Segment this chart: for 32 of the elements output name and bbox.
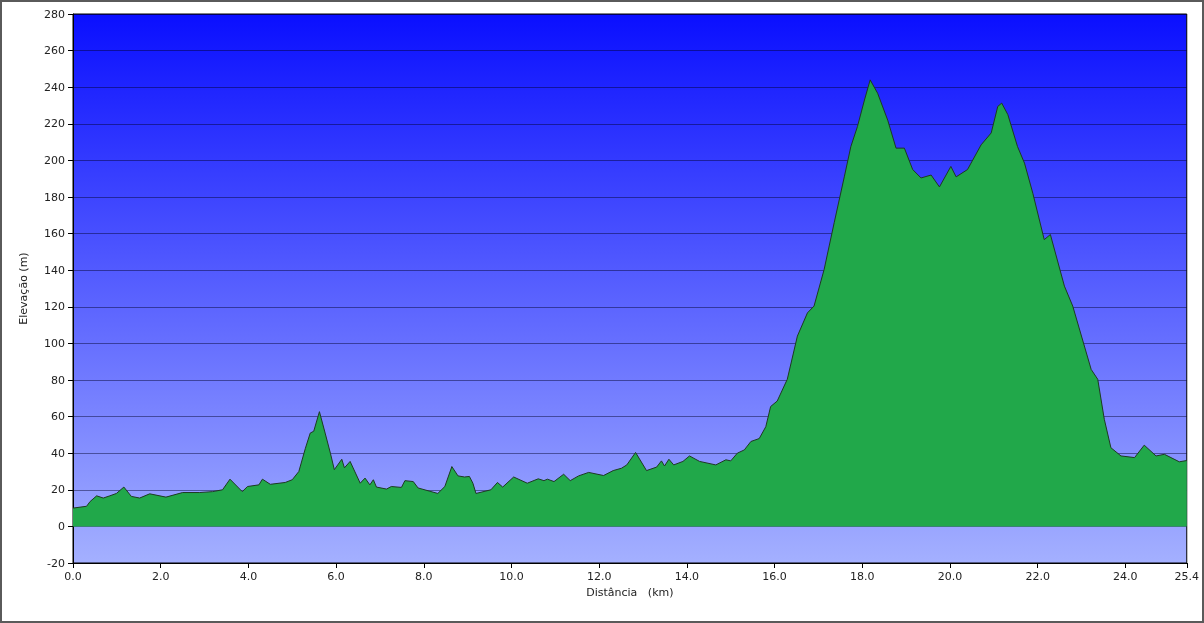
- y-axis-title: Elevação (m): [17, 252, 30, 325]
- x-tick-label: 6.0: [327, 570, 345, 583]
- y-tick-label: 20: [51, 483, 65, 497]
- x-tick-label: 14.0: [674, 570, 700, 583]
- x-tick-label: 24.0: [1113, 570, 1138, 583]
- x-tick-label: 10.0: [499, 570, 524, 583]
- y-tick-label: 40: [51, 446, 65, 460]
- y-tick-label: 140: [44, 263, 65, 277]
- y-tick-label: -20: [47, 556, 65, 570]
- y-tick-label: 100: [44, 336, 65, 350]
- y-tick-label: 240: [44, 80, 65, 94]
- y-tick-label: 60: [51, 410, 65, 424]
- y-tick-label: 260: [44, 44, 65, 58]
- x-tick-label: 4.0: [239, 570, 258, 583]
- y-tick-label: 160: [44, 227, 65, 241]
- x-tick-label: 2.0: [151, 570, 170, 583]
- y-tick-label: 80: [51, 373, 65, 387]
- y-tick-label: 200: [44, 153, 65, 167]
- x-tick-label: 22.0: [1025, 570, 1050, 583]
- y-tick-label: 120: [44, 300, 65, 314]
- y-tick-label: 0: [58, 519, 65, 533]
- y-tick-label: 180: [44, 190, 65, 204]
- x-tick-label: 8.0: [415, 570, 433, 583]
- x-tick-label: 12.0: [586, 570, 612, 583]
- y-tick-label: 280: [44, 7, 65, 21]
- x-axis-title: Distância (km): [586, 586, 674, 599]
- x-tick-label: 16.0: [762, 570, 787, 583]
- x-tick-label: 25.4: [1174, 570, 1199, 583]
- x-tick-label: 0.0: [64, 570, 82, 583]
- x-tick-label: 18.0: [850, 570, 875, 583]
- y-tick-label: 220: [44, 117, 65, 131]
- x-tick-label: 20.0: [937, 570, 963, 583]
